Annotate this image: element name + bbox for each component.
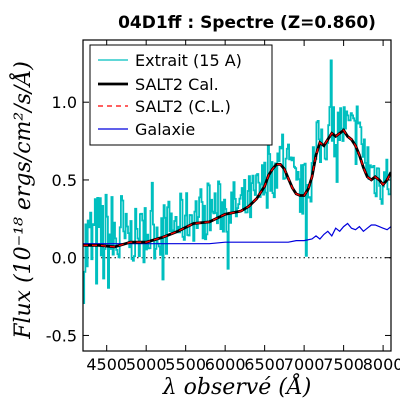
x-tick-label: 8000 xyxy=(363,355,400,374)
y-axis-ticks: -0.5 0.0 0.5 1.0 xyxy=(46,93,391,345)
x-tick-label: 7500 xyxy=(323,355,364,374)
y-tick-label: 0.0 xyxy=(52,249,77,268)
x-tick-label: 5500 xyxy=(165,355,206,374)
y-tick-label: 1.0 xyxy=(52,93,77,112)
legend-label-extrait: Extrait (15 A) xyxy=(135,51,242,70)
legend-box xyxy=(89,44,273,146)
legend-label-salt2-cl: SALT2 (C.L.) xyxy=(135,97,231,116)
x-tick-label: 6000 xyxy=(205,355,246,374)
chart-title: 04D1ff : Spectre (Z=0.860) xyxy=(118,13,376,33)
plot-frame xyxy=(82,39,392,352)
y-axis-label: Flux (10⁻¹⁸ ergs/cm²/s/Å) xyxy=(8,61,36,340)
legend-label-salt2-cal: SALT2 Cal. xyxy=(135,75,219,94)
series-salt2-cl-line xyxy=(83,129,391,248)
x-tick-label: 4500 xyxy=(86,355,127,374)
legend: Extrait (15 A) SALT2 Cal. SALT2 (C.L.) G… xyxy=(89,44,273,146)
legend-label-galaxie: Galaxie xyxy=(135,120,195,139)
x-tick-label: 6500 xyxy=(244,355,285,374)
x-tick-label: 7000 xyxy=(284,355,325,374)
series-galaxie-line xyxy=(83,222,391,245)
x-axis-label: λ observé (Å) xyxy=(162,372,312,400)
y-tick-label: -0.5 xyxy=(46,326,77,345)
series-extrait-line xyxy=(83,59,391,304)
x-tick-label: 5000 xyxy=(126,355,167,374)
y-tick-label: 0.5 xyxy=(52,171,77,190)
series-salt2-cal-line xyxy=(83,128,391,249)
